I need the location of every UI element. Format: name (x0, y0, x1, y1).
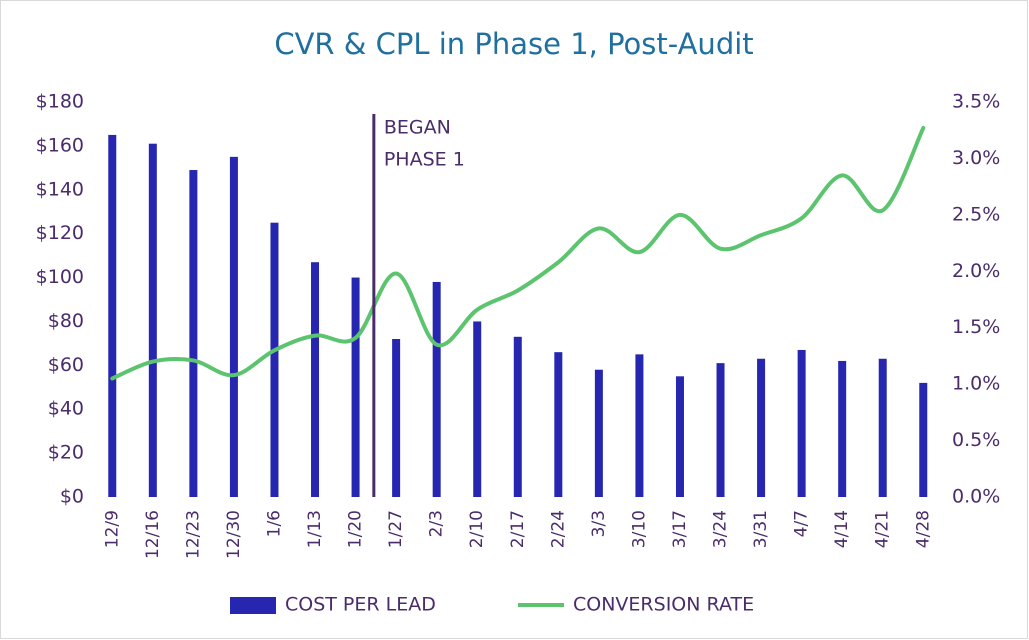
x-tick-label: 12/30 (224, 510, 244, 559)
bar (635, 354, 644, 497)
bar (554, 352, 563, 497)
bar (878, 358, 887, 497)
bar (513, 336, 522, 497)
x-tick-label: 1/6 (264, 510, 284, 537)
bar (311, 262, 320, 497)
x-tick-label: 4/14 (832, 510, 852, 548)
chart-title: CVR & CPL in Phase 1, Post-Audit (274, 27, 753, 61)
y2-tick-label: 3.5% (952, 91, 1000, 113)
x-tick-label: 3/3 (589, 510, 609, 537)
line (110, 125, 926, 381)
x-tick-label: 4/21 (873, 510, 893, 548)
y2-tick-label: 1.5% (952, 316, 1000, 338)
x-tick-label: 3/31 (751, 510, 771, 548)
x-tick-label: 1/27 (386, 510, 406, 548)
bar (351, 277, 360, 497)
x-tick-label: 12/16 (143, 510, 163, 559)
y-tick-label: $80 (48, 310, 84, 332)
x-tick-label: 4/7 (792, 510, 812, 537)
y2-tick-label: 2.5% (952, 203, 1000, 225)
bar (675, 376, 684, 497)
x-tick-label: 12/9 (102, 510, 122, 548)
x-tick-label: 4/28 (913, 510, 933, 548)
bar (594, 369, 603, 497)
y-tick-label: $60 (48, 354, 84, 376)
bar (919, 382, 928, 497)
bar (432, 281, 441, 497)
y-tick-label: $140 (36, 178, 84, 200)
bar (392, 339, 401, 497)
x-tick-label: 2/24 (548, 510, 568, 548)
y-tick-label: $160 (36, 134, 84, 156)
x-tick-label: 2/3 (427, 510, 447, 537)
bar (108, 134, 117, 497)
bar (189, 170, 198, 497)
bar (270, 222, 279, 497)
bar (757, 358, 766, 497)
y-tick-label: $120 (36, 222, 84, 244)
legend-label: CONVERSION RATE (573, 594, 754, 616)
y2-tick-label: 1.0% (952, 373, 1000, 395)
x-tick-label: 12/23 (183, 510, 203, 559)
annotation-text: PHASE 1 (384, 149, 465, 171)
x-tick-label: 2/10 (467, 510, 487, 548)
bar (838, 360, 847, 497)
y-tick-label: $20 (48, 442, 84, 464)
y2-tick-label: 0.5% (952, 429, 1000, 451)
x-tick-label: 2/17 (508, 510, 528, 548)
y-tick-label: $0 (60, 486, 84, 508)
annotation-text: BEGAN (384, 117, 451, 139)
bar (473, 321, 482, 497)
x-tick-label: 3/24 (711, 510, 731, 548)
y2-tick-label: 3.0% (952, 147, 1000, 169)
legend-swatch (230, 597, 276, 614)
y2-tick-label: 2.0% (952, 260, 1000, 282)
y2-tick-label: 0.0% (952, 486, 1000, 508)
x-tick-label: 1/20 (346, 510, 366, 548)
y-tick-label: $180 (36, 91, 84, 113)
x-tick-label: 3/17 (670, 510, 690, 548)
bar (148, 143, 157, 497)
x-tick-label: 1/13 (305, 510, 325, 548)
legend-label: COST PER LEAD (285, 594, 436, 616)
x-tick-label: 3/10 (629, 510, 649, 548)
bar (229, 156, 238, 497)
bar (797, 349, 806, 497)
bar (716, 363, 725, 497)
y-tick-label: $40 (48, 398, 84, 420)
y-tick-label: $100 (36, 266, 84, 288)
